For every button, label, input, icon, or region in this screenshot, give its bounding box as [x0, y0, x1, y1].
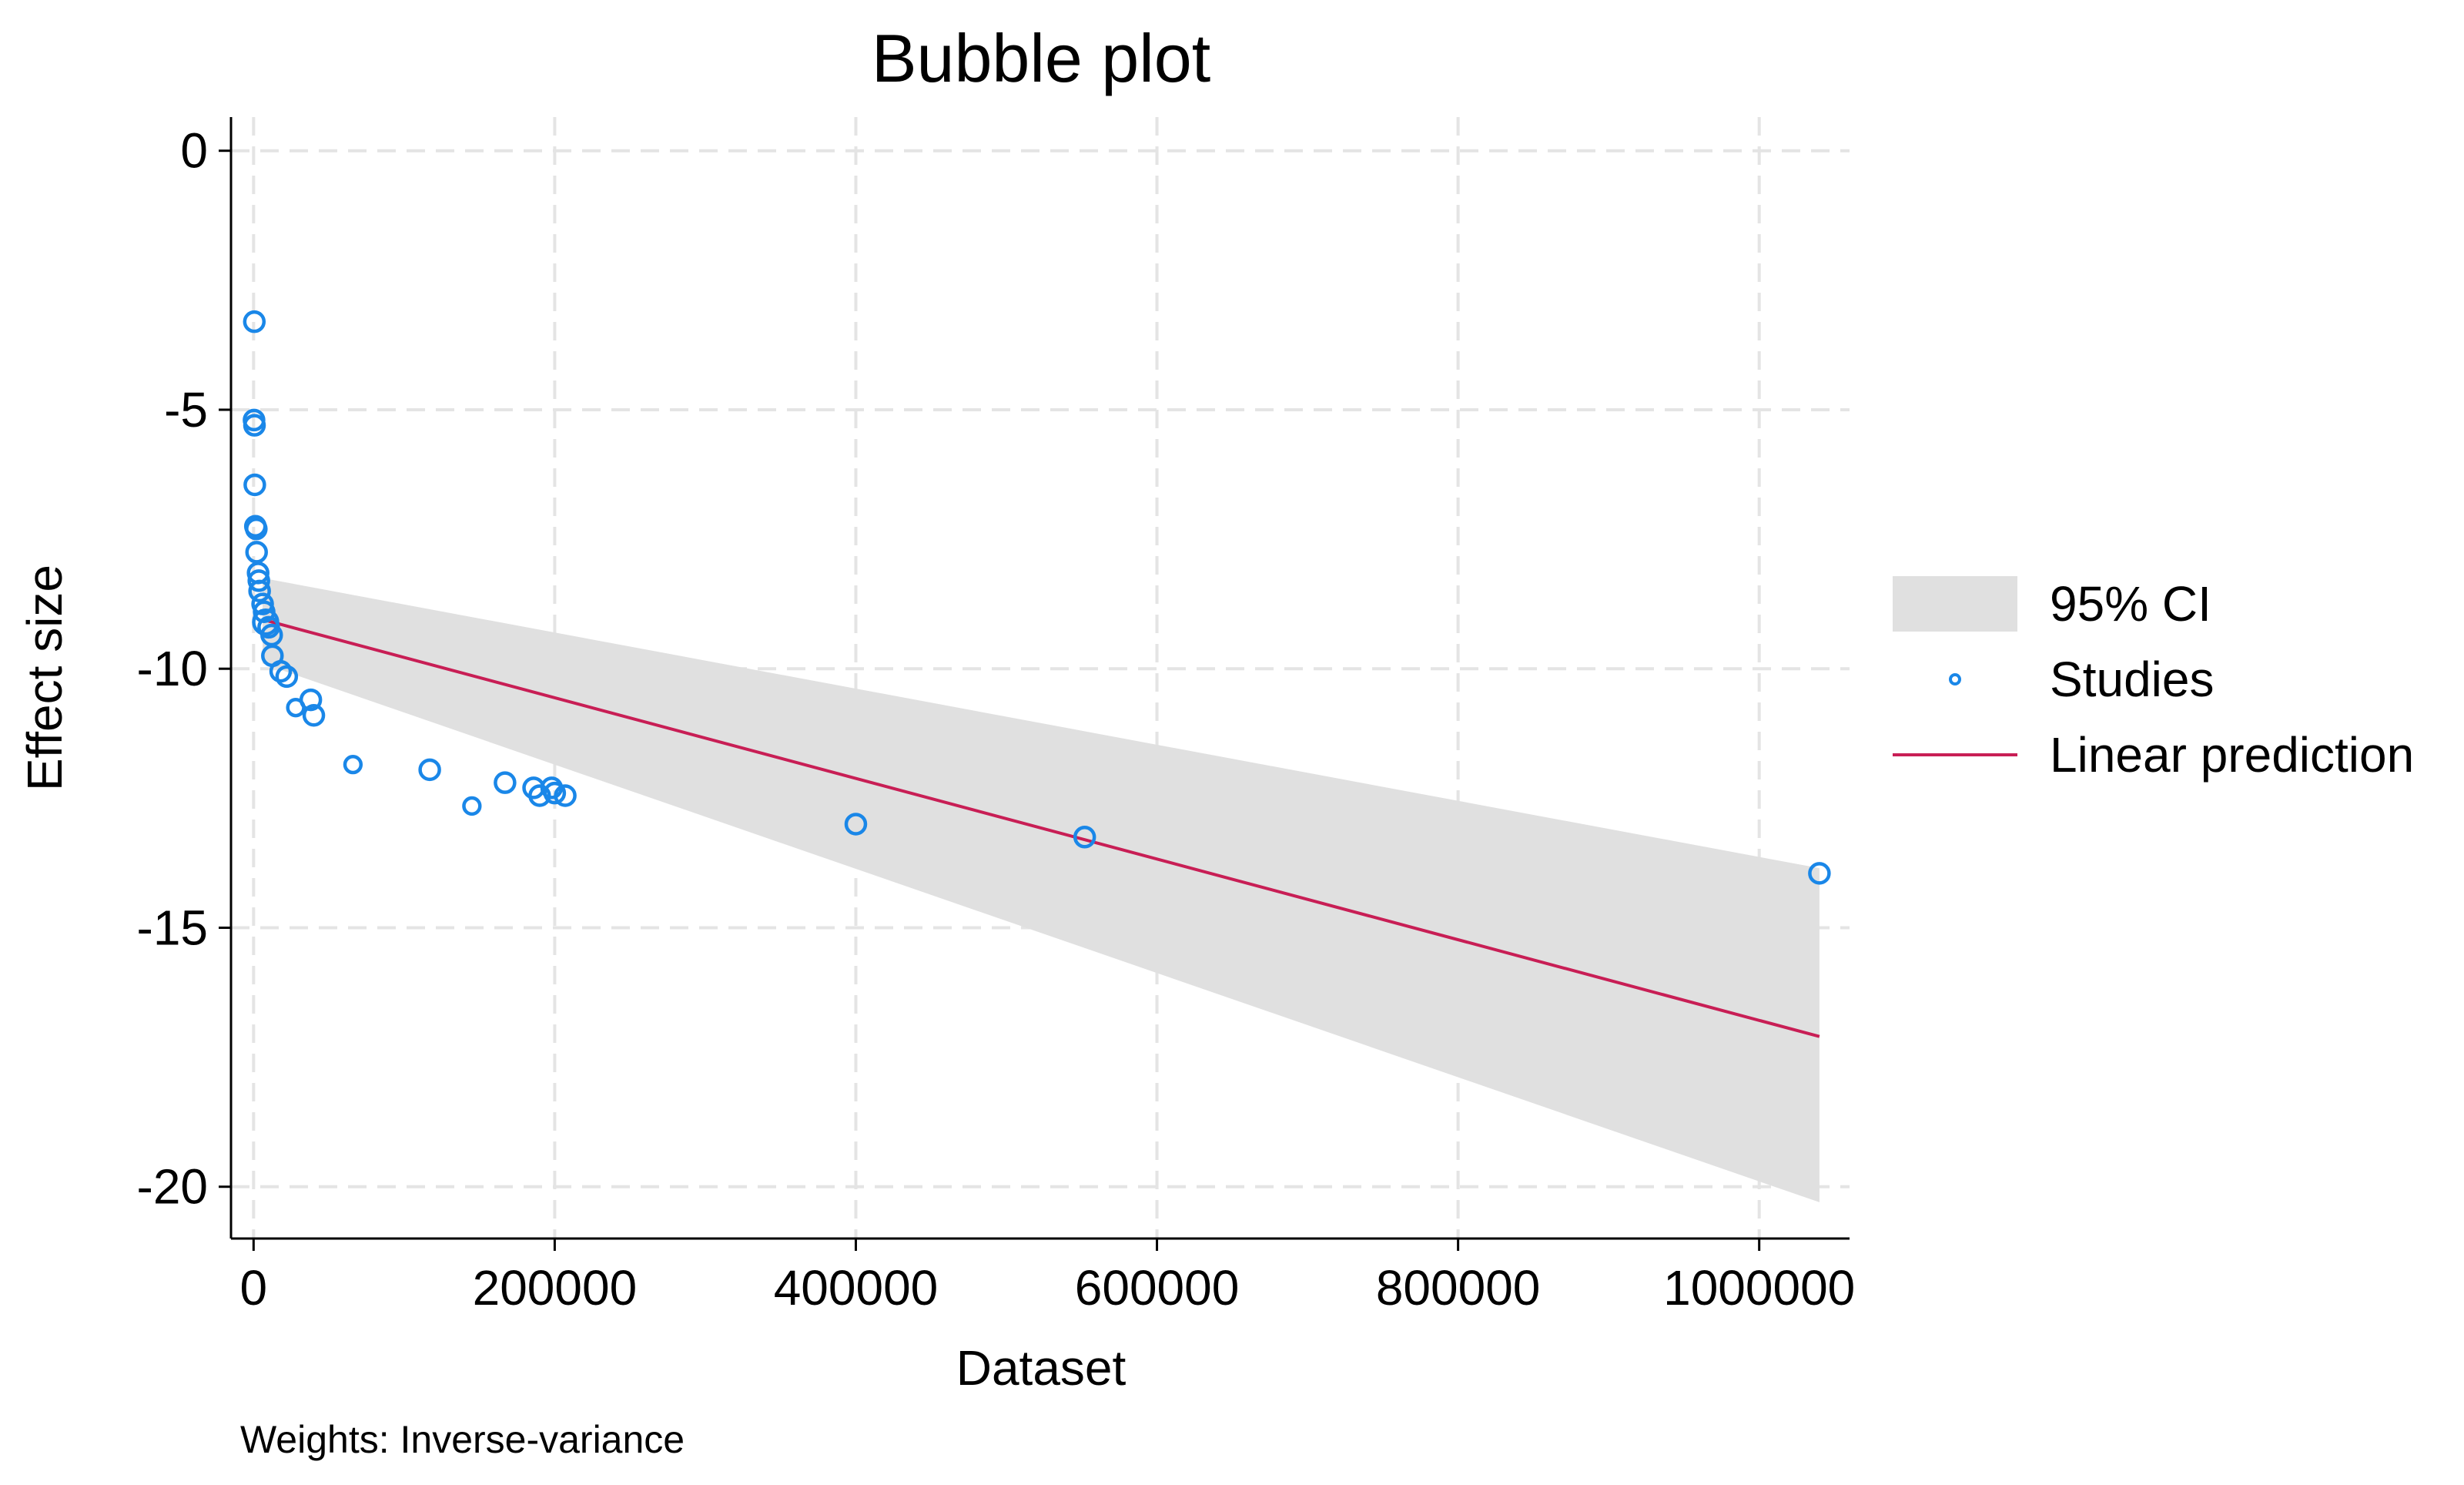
study-point [554, 784, 577, 807]
y-tick-label: -5 [164, 382, 208, 437]
x-axis-ticks: 0 200000 400000 600000 800000 1000000 [240, 1239, 1855, 1316]
legend-label: 95% CI [2050, 576, 2211, 632]
study-point [275, 665, 299, 689]
x-axis-title: Dataset [956, 1340, 1127, 1396]
study-point [494, 771, 517, 794]
study-point [243, 310, 266, 334]
x-tick-label: 1000000 [1663, 1260, 1855, 1316]
y-tick-label: 0 [180, 123, 208, 179]
x-tick-label: 800000 [1376, 1260, 1541, 1316]
chart-title: Bubble plot [872, 20, 1210, 96]
study-point [245, 517, 268, 541]
study-points-layer [243, 310, 1831, 885]
study-point [269, 659, 293, 683]
study-point [844, 813, 868, 836]
y-tick-label: -15 [137, 900, 209, 955]
legend-studies-marker [1949, 673, 1961, 686]
study-point [302, 704, 326, 727]
study-point [247, 569, 270, 592]
study-point [418, 758, 441, 782]
y-axis-ticks: 0 -5 -10 -15 -20 [137, 123, 231, 1215]
x-tick-label: 0 [240, 1260, 268, 1316]
x-tick-label: 600000 [1075, 1260, 1240, 1316]
ci-band [263, 578, 1820, 1202]
legend-label: Studies [2050, 652, 2214, 707]
x-tick-label: 400000 [774, 1260, 939, 1316]
study-point [299, 688, 323, 712]
study-point [243, 414, 266, 437]
study-point [543, 781, 567, 805]
study-point [343, 754, 363, 775]
x-tick-label: 200000 [473, 1260, 638, 1316]
study-point [1808, 862, 1831, 885]
y-axis-title: Effect size [17, 565, 72, 791]
study-point [462, 796, 482, 816]
linear-prediction-line [262, 618, 1820, 1038]
weights-note: Weights: Inverse-variance [240, 1418, 685, 1461]
legend-label: Linear prediction [2050, 727, 2414, 783]
study-point [248, 579, 271, 603]
study-point [243, 473, 266, 497]
prediction-line-layer [262, 618, 1820, 1038]
y-tick-label: -10 [137, 641, 209, 696]
y-tick-label: -20 [137, 1159, 209, 1215]
ci-band-layer [263, 578, 1820, 1202]
study-point [1073, 826, 1096, 849]
legend: 95% CI Studies Linear prediction [1893, 576, 2414, 783]
legend-ci-swatch [1893, 576, 2017, 632]
axes [229, 117, 1850, 1240]
